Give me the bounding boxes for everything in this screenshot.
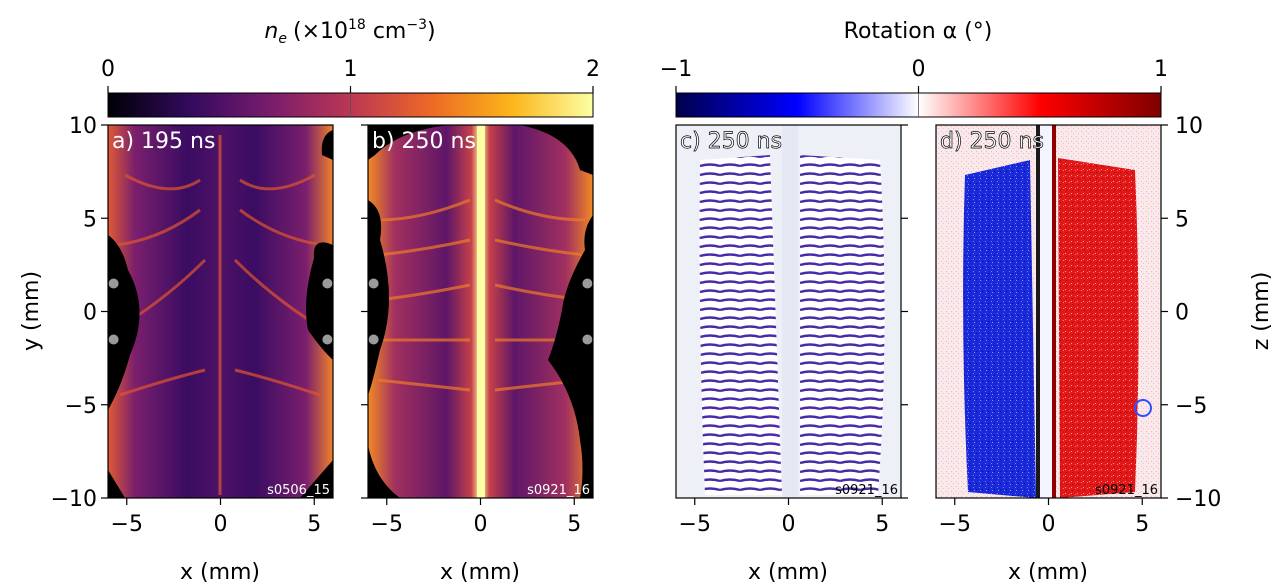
y-tick-label: 5	[1175, 207, 1189, 232]
fringe-band-right	[800, 155, 885, 495]
x-tick-label: −5	[939, 512, 971, 537]
electrode-marker	[368, 278, 379, 289]
x-tick-label: 0	[214, 512, 228, 537]
mask-right-mid	[548, 215, 593, 498]
y-tick-label: 0	[83, 301, 97, 326]
mask-right	[321, 125, 333, 160]
mask-right-mid	[306, 242, 333, 360]
panel-c: c) 250 ns s0921_16	[675, 124, 902, 499]
x-tick-label: −5	[679, 512, 711, 537]
electrode-marker	[368, 334, 379, 345]
y-tick-label: 0	[1175, 301, 1189, 326]
electrode-marker	[108, 334, 119, 345]
electrode-marker	[582, 278, 593, 289]
x-tick-label: −5	[371, 512, 403, 537]
x-tick-label: 0	[782, 512, 796, 537]
y-tick-label: 10	[1175, 114, 1203, 139]
ring-artifact	[1134, 399, 1152, 417]
x-tick-label: 5	[1135, 512, 1149, 537]
panel-d: d) 250 ns s0921_16	[935, 124, 1162, 499]
panel-a-label: a) 195 ns	[112, 129, 215, 154]
x-tick-label: 0	[474, 512, 488, 537]
colorbar-density-label: ne (×1018 cm−3)	[264, 17, 435, 47]
rotation-negative-region	[963, 160, 1036, 498]
mask-bottom-right	[300, 460, 333, 498]
colorbar-rotation-label: Rotation α (°)	[844, 19, 993, 44]
x-tick-label: 5	[307, 512, 321, 537]
panel-b-label: b) 250 ns	[372, 129, 476, 154]
colorbar-tick-label: 1	[344, 57, 358, 82]
panel-b-shot: s0921_16	[527, 483, 590, 498]
colorbar-tick-label: 0	[912, 57, 926, 82]
panel-d-shot: s0921_16	[1095, 483, 1158, 498]
panel-c-shot: s0921_16	[835, 483, 898, 498]
panel-d-xlabel: x (mm)	[1008, 560, 1088, 585]
y-tick-label: 10	[69, 114, 97, 139]
panel-a-shot: s0506_15	[267, 483, 330, 498]
panel-d-label: d) 250 ns	[940, 129, 1044, 154]
axes: −5 0 5 10 5 0 −5 −10 −5 0 5 −5 0 5 −5 0 5 10 5 0 −5 −10	[51, 114, 1222, 537]
electrode-marker	[108, 278, 119, 289]
ylabel-right: z (mm)	[1249, 272, 1274, 351]
panel-a: a) 195 ns s0506_15	[107, 124, 334, 499]
fringe-band-left	[699, 155, 782, 495]
mask-right-top	[520, 125, 593, 175]
x-tick-label: 0	[1042, 512, 1056, 537]
mask-left-top	[368, 125, 450, 160]
electrode-marker	[322, 278, 333, 289]
ylabel-left: y (mm)	[19, 271, 44, 351]
colorbar-tick-label: 1	[1154, 57, 1168, 82]
colorbar-rotation: Rotation α (°) −1 0 1	[660, 19, 1168, 118]
y-tick-label: −10	[1175, 487, 1221, 512]
y-tick-label: 5	[83, 207, 97, 232]
colorbar-tick-label: 2	[586, 57, 600, 82]
panel-c-label: c) 250 ns	[680, 129, 782, 154]
y-tick-label: −10	[51, 487, 97, 512]
mask-left-mid	[368, 200, 389, 395]
mask-left-bottom	[108, 470, 125, 498]
rotation-positive-region	[1058, 158, 1139, 498]
x-tick-label: −5	[111, 512, 143, 537]
panel-a-xlabel: x (mm)	[180, 560, 260, 585]
panel-b-xlabel: x (mm)	[440, 560, 520, 585]
electrode-marker	[582, 334, 593, 345]
x-tick-label: 5	[567, 512, 581, 537]
panel-b: b) 250 ns s0921_16	[367, 124, 594, 499]
y-tick-label: −5	[1175, 394, 1207, 419]
central-column	[477, 125, 485, 498]
colorbar-tick-label: 0	[101, 57, 115, 82]
panel-c-xlabel: x (mm)	[748, 560, 828, 585]
y-tick-label: −5	[65, 394, 97, 419]
x-tick-label: 5	[875, 512, 889, 537]
mask-bottom	[368, 445, 400, 498]
colorbar-tick-label: −1	[660, 57, 692, 82]
electrode-marker	[322, 334, 333, 345]
colorbar-density: ne (×1018 cm−3) 0 1 2	[101, 17, 600, 118]
